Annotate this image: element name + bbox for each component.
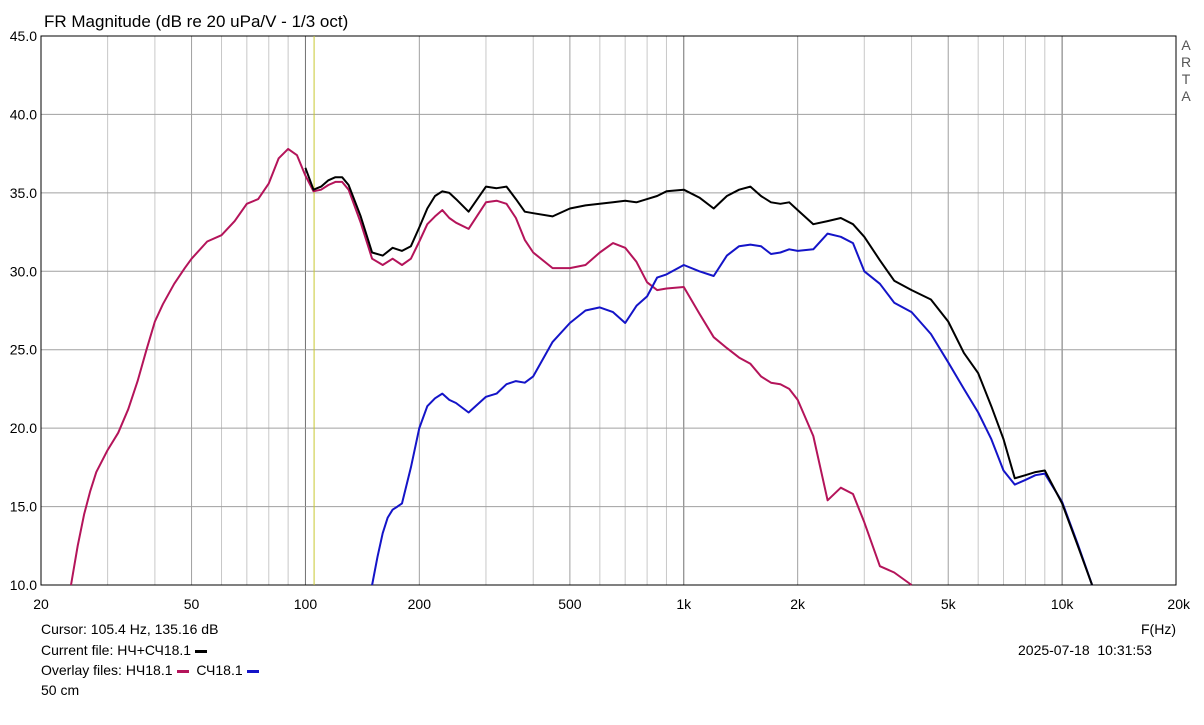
overlay-files-label: Overlay files: xyxy=(41,662,122,678)
y-axis-tick-labels: 10.0 15.0 20.0 25.0 30.0 35.0 40.0 45.0 xyxy=(10,28,37,593)
overlay-files-row: Overlay files: НЧ18.1 СЧ18.1 xyxy=(41,662,263,678)
series-layer xyxy=(70,147,1094,586)
overlay-1-swatch xyxy=(176,669,189,673)
watermark-letter: A xyxy=(1181,88,1191,104)
x-tick-label: 5k xyxy=(941,596,957,612)
minor-grid xyxy=(107,36,1046,585)
overlay-2-swatch xyxy=(246,669,259,673)
x-tick-label: 1k xyxy=(676,596,692,612)
current-file-swatch xyxy=(195,649,208,653)
x-axis-label: F(Hz) xyxy=(1141,621,1176,637)
series-line-2 xyxy=(70,147,913,586)
x-tick-label: 100 xyxy=(294,596,318,612)
major-grid xyxy=(41,36,1176,585)
current-file-row: Current file: НЧ+СЧ18.1 xyxy=(41,642,211,658)
y-tick-label: 25.0 xyxy=(10,342,37,358)
plot-frame xyxy=(40,35,1177,586)
overlay-file-2: СЧ18.1 xyxy=(196,662,243,678)
x-tick-label: 200 xyxy=(408,596,432,612)
x-axis-tick-labels: 20 50 100 200 500 1k 2k 5k 10k 20k xyxy=(33,596,1191,612)
watermark-letter: A xyxy=(1181,37,1191,53)
y-tick-label: 30.0 xyxy=(10,263,37,279)
series-line-1 xyxy=(304,167,1094,586)
timestamp: 2025-07-18 10:31:53 xyxy=(1018,642,1152,658)
x-tick-label: 20 xyxy=(33,596,49,612)
watermark-letter: R xyxy=(1181,54,1191,70)
measurement-distance: 50 cm xyxy=(41,682,80,698)
x-tick-label: 50 xyxy=(184,596,200,612)
y-tick-label: 20.0 xyxy=(10,420,37,436)
y-tick-label: 45.0 xyxy=(10,28,37,44)
x-tick-label: 10k xyxy=(1051,596,1075,612)
y-tick-label: 15.0 xyxy=(10,499,37,515)
x-tick-label: 500 xyxy=(558,596,582,612)
y-tick-label: 10.0 xyxy=(10,577,37,593)
y-tick-label: 40.0 xyxy=(10,106,37,122)
y-tick-label: 35.0 xyxy=(10,185,37,201)
x-tick-label: 2k xyxy=(790,596,806,612)
overlay-file-1: НЧ18.1 xyxy=(125,662,173,678)
series-line-3 xyxy=(371,232,1094,586)
chart-title: FR Magnitude (dB re 20 uPa/V - 1/3 oct) xyxy=(44,12,348,31)
cursor-readout: Cursor: 105.4 Hz, 135.16 dB xyxy=(41,621,219,637)
watermark-letter: T xyxy=(1182,71,1191,87)
x-tick-label: 20k xyxy=(1167,596,1191,612)
current-file-label: Current file: НЧ+СЧ18.1 xyxy=(41,642,192,658)
